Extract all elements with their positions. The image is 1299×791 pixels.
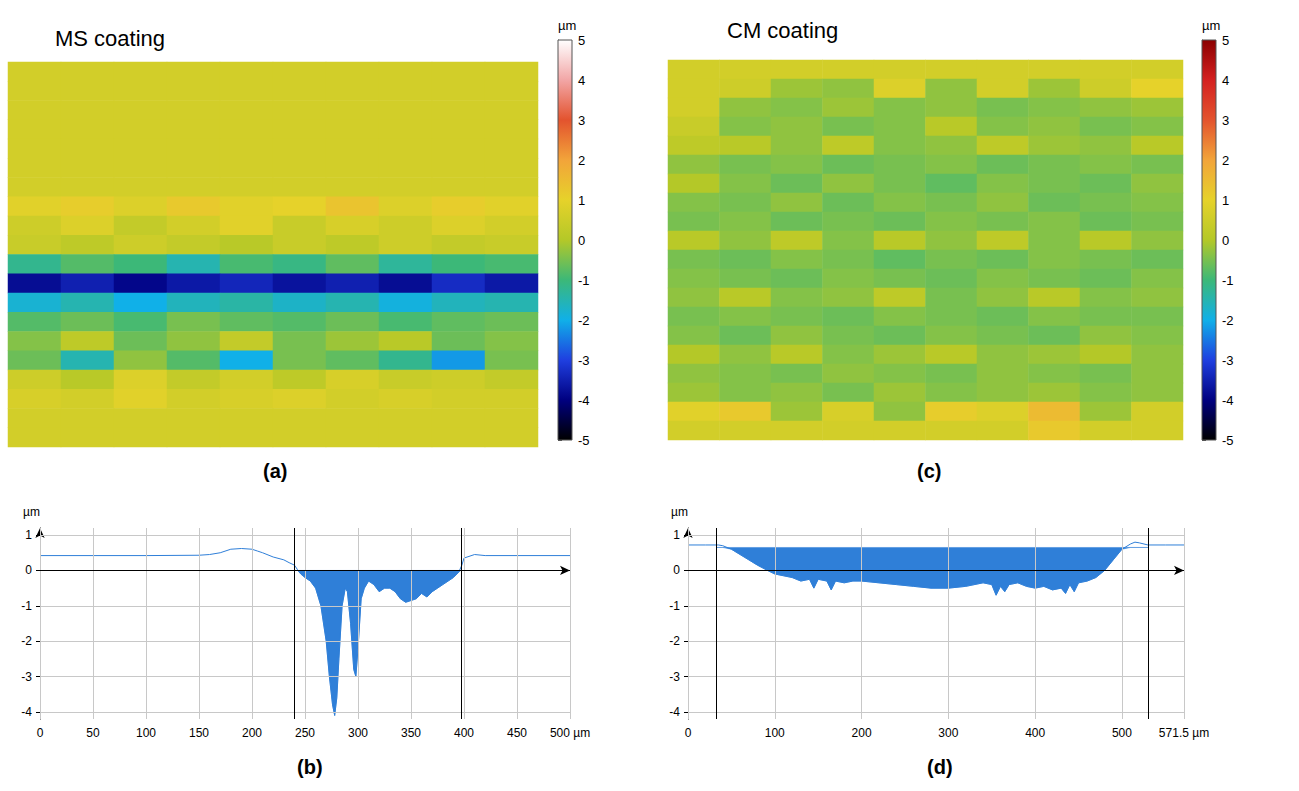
svg-text:4: 4	[1222, 73, 1229, 88]
svg-text:-4: -4	[669, 705, 680, 719]
svg-text:400: 400	[1025, 726, 1045, 740]
svg-text:-1: -1	[1222, 273, 1234, 288]
svg-text:0: 0	[25, 563, 32, 577]
svg-text:0: 0	[578, 233, 585, 248]
svg-text:µm: µm	[671, 505, 688, 519]
svg-text:-3: -3	[578, 353, 590, 368]
svg-text:-2: -2	[669, 634, 680, 648]
svg-text:-4: -4	[578, 393, 590, 408]
svg-text:4: 4	[578, 73, 585, 88]
svg-text:(b): (b)	[297, 756, 323, 778]
svg-text:1: 1	[25, 528, 32, 542]
svg-text:(c): (c)	[917, 460, 941, 482]
svg-text:-1: -1	[21, 599, 32, 613]
svg-text:0: 0	[673, 563, 680, 577]
svg-text:2: 2	[1222, 153, 1229, 168]
svg-text:1: 1	[673, 528, 680, 542]
svg-text:-2: -2	[578, 313, 590, 328]
svg-text:-3: -3	[1222, 353, 1234, 368]
svg-text:3: 3	[578, 113, 585, 128]
svg-text:-3: -3	[21, 670, 32, 684]
svg-text:-4: -4	[21, 705, 32, 719]
svg-text:50: 50	[86, 726, 100, 740]
svg-text:200: 200	[852, 726, 872, 740]
svg-text:0: 0	[1222, 233, 1229, 248]
svg-text:µm: µm	[23, 505, 40, 519]
svg-text:-2: -2	[21, 634, 32, 648]
svg-text:100: 100	[136, 726, 156, 740]
svg-text:-5: -5	[578, 433, 590, 448]
svg-text:0: 0	[685, 726, 692, 740]
svg-text:1: 1	[578, 193, 585, 208]
svg-text:100: 100	[765, 726, 785, 740]
svg-text:2: 2	[578, 153, 585, 168]
svg-text:450: 450	[507, 726, 527, 740]
svg-text:571.5 µm: 571.5 µm	[1159, 726, 1209, 740]
svg-text:350: 350	[401, 726, 421, 740]
svg-text:CM coating: CM coating	[727, 18, 838, 43]
svg-text:5: 5	[1222, 33, 1229, 48]
svg-text:-3: -3	[669, 670, 680, 684]
svg-text:(d): (d)	[927, 756, 953, 778]
svg-text:500: 500	[1112, 726, 1132, 740]
svg-text:500 µm: 500 µm	[550, 726, 590, 740]
svg-text:-4: -4	[1222, 393, 1234, 408]
svg-text:3: 3	[1222, 113, 1229, 128]
svg-text:300: 300	[348, 726, 368, 740]
svg-text:MS coating: MS coating	[55, 26, 165, 51]
svg-text:-2: -2	[1222, 313, 1234, 328]
svg-text:400: 400	[454, 726, 474, 740]
svg-text:0: 0	[37, 726, 44, 740]
svg-text:µm: µm	[558, 18, 576, 33]
svg-text:5: 5	[578, 33, 585, 48]
svg-text:µm: µm	[1202, 18, 1220, 33]
svg-text:-5: -5	[1222, 433, 1234, 448]
svg-text:150: 150	[189, 726, 209, 740]
svg-text:-1: -1	[669, 599, 680, 613]
svg-text:300: 300	[938, 726, 958, 740]
svg-text:(a): (a)	[263, 460, 287, 482]
svg-text:-1: -1	[578, 273, 590, 288]
svg-text:200: 200	[242, 726, 262, 740]
svg-text:1: 1	[1222, 193, 1229, 208]
svg-text:250: 250	[295, 726, 315, 740]
